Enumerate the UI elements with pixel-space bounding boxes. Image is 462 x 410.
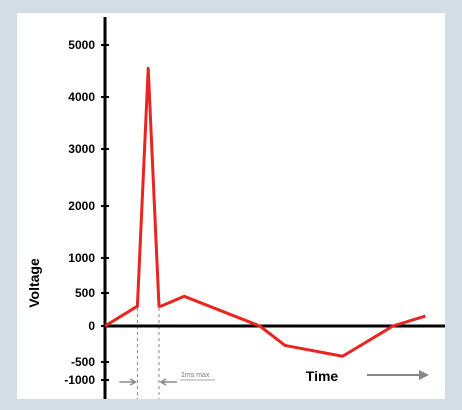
y-tick-label: 1000 xyxy=(68,251,95,265)
axes xyxy=(103,17,445,399)
time-arrow-head xyxy=(419,370,429,380)
y-tick-label: -500 xyxy=(71,355,95,369)
pulse-width-guides xyxy=(119,308,215,399)
y-tick-label: 4000 xyxy=(68,90,95,104)
chart-panel: 5000 4000 3000 2000 1000 500 0 -500 -1000 Voltag… xyxy=(17,13,445,399)
y-tick-label: 0 xyxy=(88,319,95,333)
y-tick-label: 500 xyxy=(75,286,95,300)
y-tick-label: 5000 xyxy=(68,38,95,52)
series-layer xyxy=(104,66,426,358)
x-axis-label: Time xyxy=(306,368,339,384)
y-axis-label: Voltage xyxy=(26,258,42,308)
y-tick-label: -1000 xyxy=(64,373,95,387)
voltage-series-line xyxy=(104,66,426,358)
pulse-width-annotation: 1ms max xyxy=(181,372,210,379)
time-arrow xyxy=(367,370,429,380)
y-tick-label: 3000 xyxy=(68,142,95,156)
guide-arrow-right xyxy=(119,378,137,386)
y-tick-label: 2000 xyxy=(68,199,95,213)
guide-arrow-left xyxy=(159,378,177,386)
